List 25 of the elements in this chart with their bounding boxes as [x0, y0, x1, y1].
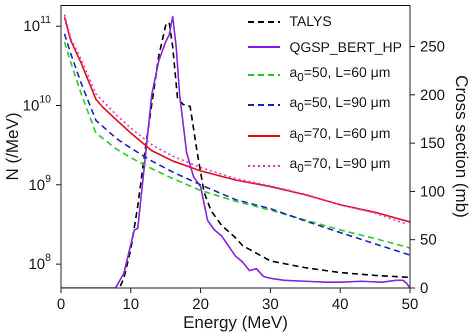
legend-label: TALYS	[289, 12, 332, 31]
x-axis-title: Energy (MeV)	[183, 313, 288, 332]
y-tick-label: 10$^{8}$	[28, 252, 52, 273]
y2-tick-label: 250	[420, 38, 446, 56]
x-tick-label: 40	[332, 296, 349, 312]
y2-tick-label: 0	[420, 280, 428, 296]
legend-label: a$_{0}$=70, L=60 μm	[289, 124, 390, 146]
y2-tick-label: 50	[420, 231, 437, 248]
x-tick-label: 30	[262, 296, 279, 312]
y2-axis-title: Cross section (mb)	[452, 75, 471, 218]
legend-label: a$_{0}$=70, L=90 μm	[289, 154, 390, 177]
y-axis-title: N (/MeV)	[3, 112, 22, 180]
legend-label: a$_{0}$=50, L=90 μm	[289, 93, 390, 116]
y2-tick-label: 200	[420, 86, 446, 104]
legend-label: QGSP_BERT_HP	[289, 38, 402, 57]
x-tick-label: 10	[122, 296, 140, 312]
y2-tick-label: 100	[420, 182, 446, 200]
y-tick-label: 10$^{10}$	[22, 94, 52, 114]
x-tick-label: 20	[192, 296, 209, 312]
y-tick-label: 10$^{9}$	[28, 172, 52, 194]
x-tick-label: 50	[402, 296, 418, 312]
legend-label: a$_{0}$=50, L=60 μm	[289, 63, 390, 86]
y2-tick-label: 150	[420, 134, 446, 152]
x-tick-label: 0	[56, 296, 66, 312]
y-tick-label: 10$^{11}$	[23, 14, 52, 35]
